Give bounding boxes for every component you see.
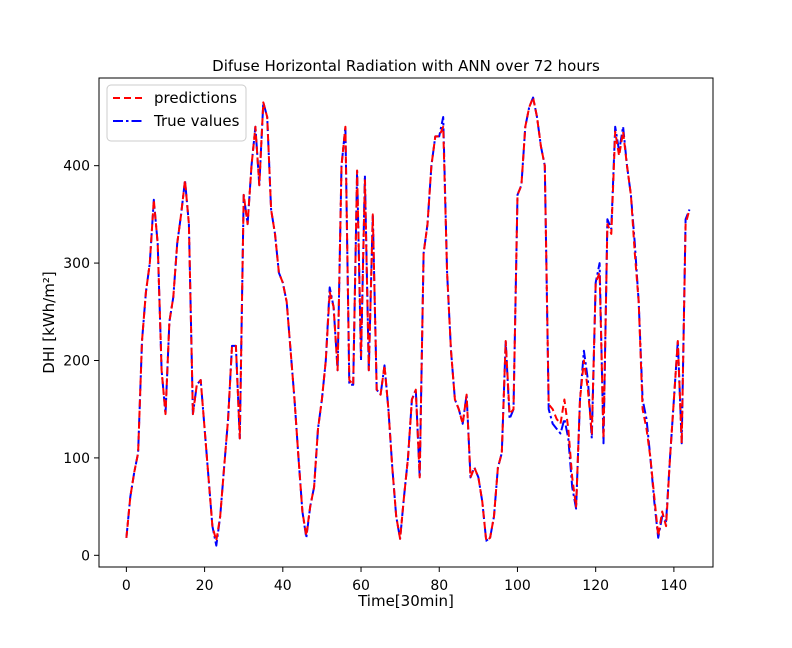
chart-title: Difuse Horizontal Radiation with ANN ove… xyxy=(212,57,600,75)
y-tick-label: 0 xyxy=(81,548,90,564)
x-tick-label: 0 xyxy=(122,578,131,594)
x-tick-label: 100 xyxy=(504,578,531,594)
x-tick-label: 80 xyxy=(430,578,448,594)
y-axis-label: DHI [kWh/m²] xyxy=(40,271,58,373)
series-layer xyxy=(125,96,691,547)
y-tick-label: 100 xyxy=(63,451,90,467)
x-tick-label: 140 xyxy=(661,578,688,594)
x-axis-label: Time[30min] xyxy=(357,592,454,610)
plot-frame xyxy=(98,77,714,568)
x-tick-label: 120 xyxy=(582,578,609,594)
y-axis: 0 100 200 300 400 xyxy=(63,159,99,564)
y-tick-label: 200 xyxy=(63,353,90,369)
legend-label-predictions: predictions xyxy=(154,89,237,107)
x-tick-label: 20 xyxy=(196,578,214,594)
series-line-predictions xyxy=(125,96,691,542)
y-tick-label: 300 xyxy=(63,256,90,272)
y-tick-label: 400 xyxy=(63,159,90,175)
legend-label-true-values: True values xyxy=(153,112,240,130)
legend: predictions True values xyxy=(106,84,247,142)
plot-area xyxy=(98,77,714,568)
x-tick-label: 60 xyxy=(352,578,370,594)
x-axis: 0 20 40 60 80 100 120 140 xyxy=(122,567,687,594)
x-tick-label: 40 xyxy=(274,578,292,594)
